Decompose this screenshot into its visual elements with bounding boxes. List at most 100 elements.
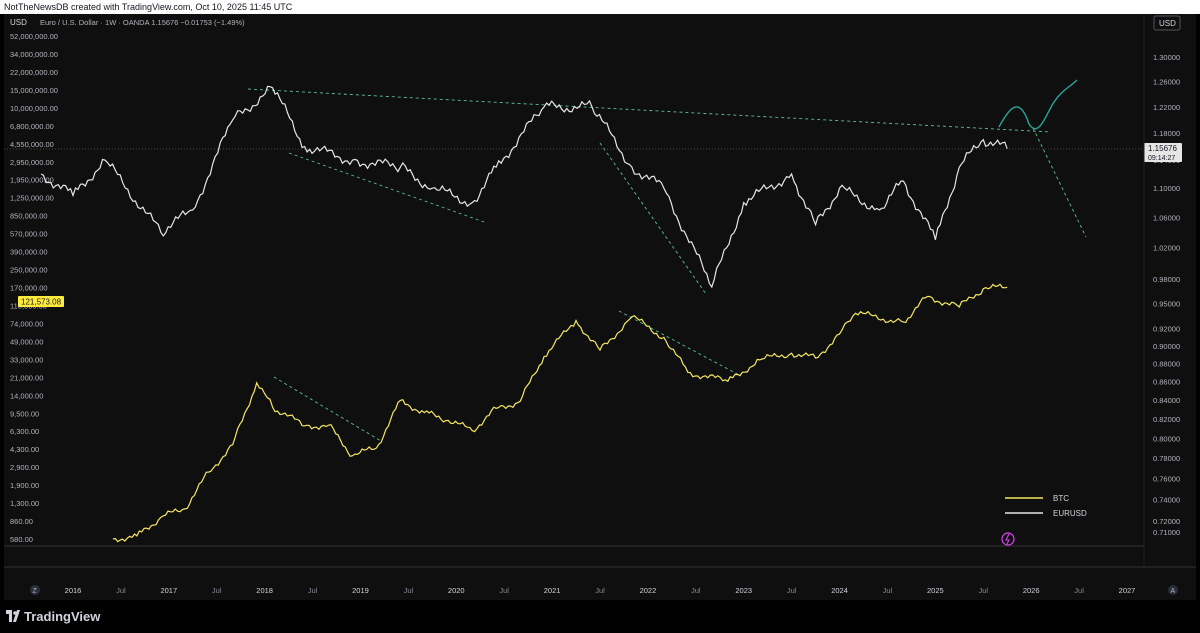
trendline-top[interactable] [247, 88, 1052, 133]
x-axis-tick-label: Jul [116, 586, 126, 595]
left-axis-tick-label: 1,250,000.00 [10, 194, 54, 203]
x-axis-tick-label: 2027 [1119, 586, 1136, 595]
trendline-btc-2022[interactable] [618, 310, 742, 377]
right-axis: 1.300001.260001.220001.180001.140001.100… [1153, 53, 1180, 537]
trendlines[interactable] [247, 88, 1087, 442]
right-axis-tick-label: 0.86000 [1153, 377, 1180, 386]
brand-name: TradingView [24, 609, 101, 624]
btc-series-line[interactable] [112, 283, 1008, 543]
right-axis-tick-label: 1.02000 [1153, 243, 1180, 252]
tradingview-logo-icon [6, 610, 20, 622]
left-axis-tick-label: 2,950,000.00 [10, 158, 54, 167]
x-axis-tick-label: Jul [499, 586, 509, 595]
left-axis-tick-label: 390,000.00 [10, 248, 48, 257]
right-axis-tick-label: 0.82000 [1153, 415, 1180, 424]
left-axis-tick-label: 74,000.00 [10, 319, 43, 328]
right-axis-tick-label: 0.90000 [1153, 342, 1180, 351]
right-axis-tick-label: 0.88000 [1153, 359, 1180, 368]
axis-right-button[interactable]: A [1171, 588, 1176, 595]
x-axis-tick-label: Jul [883, 586, 893, 595]
x-axis-tick-label: Jul [308, 586, 318, 595]
left-axis: 52,000,000.00 34,000,000.00 22,000,000.00 1… [10, 32, 58, 544]
x-axis-tick-label: Jul [978, 586, 988, 595]
x-axis-tick-label: 2016 [65, 586, 82, 595]
left-axis-tick-label: 170,000.00 [10, 284, 48, 293]
left-axis-tick-label: 52,000,000.00 [10, 32, 58, 41]
right-axis-tick-label: 0.95000 [1153, 299, 1180, 308]
x-axis-tick-label: 2021 [544, 586, 561, 595]
chart-panel[interactable]: USD Euro / U.S. Dollar · 1W · OANDA 1.15… [4, 14, 1196, 600]
right-axis-tick-label: 1.26000 [1153, 78, 1180, 87]
attribution-bar: NotTheNewsDB created with TradingView.co… [0, 0, 1200, 14]
right-axis-tick-label: 0.71000 [1153, 528, 1180, 537]
x-axis-tick-label: 2020 [448, 586, 465, 595]
trendline-2026-down[interactable] [1032, 127, 1087, 238]
x-axis-tick-label: 2018 [256, 586, 273, 595]
axis-left-button[interactable]: Z [33, 588, 38, 595]
left-axis-tick-label: 580.00 [10, 535, 33, 544]
right-axis-tick-label: 0.98000 [1153, 275, 1180, 284]
axis-left-button-circle[interactable] [30, 585, 40, 595]
x-axis-tick-label: Jul [595, 586, 605, 595]
right-axis-tick-label: 1.10000 [1153, 184, 1180, 193]
eurusd-price-badge-bg [1144, 143, 1182, 162]
right-axis-tick-label: 0.78000 [1153, 454, 1180, 463]
x-axis-tick-label: 2019 [352, 586, 369, 595]
right-axis-tick-label: 0.72000 [1153, 517, 1180, 526]
left-axis-tick-label: 49,000.00 [10, 337, 43, 346]
left-axis-tick-label: 21,000.00 [10, 373, 43, 382]
trendline-2021-2022[interactable] [599, 142, 707, 295]
x-axis-tick-label: Jul [404, 586, 414, 595]
right-axis-tick-label: 1.22000 [1153, 103, 1180, 112]
trendline-2018-2020[interactable] [288, 152, 488, 224]
legend-eurusd-label[interactable]: EURUSD [1053, 509, 1087, 518]
x-axis-tick-label: 2024 [831, 586, 848, 595]
countdown-label: 09:14:27 [1148, 155, 1175, 162]
left-axis-tick-label: 34,000,000.00 [10, 50, 58, 59]
left-axis-tick-label: 860.00 [10, 517, 33, 526]
eurusd-price-badge: 1.15676 [1148, 144, 1177, 153]
currency-right-label[interactable]: USD [1159, 19, 1176, 28]
left-axis-tick-label: 4,300.00 [10, 445, 39, 454]
left-axis-tick-label: 10,000,000.00 [10, 104, 58, 113]
right-axis-tick-label: 1.06000 [1153, 213, 1180, 222]
x-axis-tick-label: Jul [787, 586, 797, 595]
lightning-icon[interactable] [1001, 532, 1015, 546]
left-axis-tick-label: 2,900.00 [10, 463, 39, 472]
eurusd-series-line[interactable] [40, 85, 1008, 289]
left-axis-tick-label: 14,000.00 [10, 391, 43, 400]
currency-right-box[interactable] [1153, 15, 1181, 31]
right-axis-tick-label: 0.76000 [1153, 475, 1180, 484]
footer [0, 600, 1200, 633]
right-axis-tick-label: 0.84000 [1153, 396, 1180, 405]
left-axis-tick-label: 9,500.00 [10, 409, 39, 418]
right-axis-tick-label: 0.74000 [1153, 495, 1180, 504]
right-axis-tick-label: 0.92000 [1153, 325, 1180, 334]
legend-btc-label[interactable]: BTC [1053, 494, 1069, 503]
x-axis-tick-label: Jul [1074, 586, 1084, 595]
btc-price-badge-bg [18, 296, 64, 307]
btc-price-badge: 121,573.08 [21, 298, 62, 307]
x-axis-tick-label: 2022 [640, 586, 657, 595]
legend[interactable]: BTC EURUSD [1005, 494, 1087, 518]
symbol-info[interactable]: Euro / U.S. Dollar · 1W · OANDA 1.15676 … [40, 18, 245, 27]
left-axis-tick-label: 250,000.00 [10, 266, 48, 275]
left-axis-tick-label: 850,000.00 [10, 212, 48, 221]
trendline-btc-2018[interactable] [273, 376, 382, 442]
left-axis-tick-label: 22,000,000.00 [10, 68, 58, 77]
right-axis-tick-label: 1.18000 [1153, 129, 1180, 138]
left-axis-tick-label: 6,800,000.00 [10, 122, 54, 131]
chart-svg[interactable]: USD Euro / U.S. Dollar · 1W · OANDA 1.15… [4, 14, 1196, 600]
projection-path[interactable] [998, 79, 1078, 130]
attribution-text: NotTheNewsDB created with TradingView.co… [4, 2, 293, 12]
right-axis-tick-label: 0.80000 [1153, 434, 1180, 443]
axis-right-button-circle[interactable] [1168, 585, 1178, 595]
x-axis-tick-label: 2026 [1023, 586, 1040, 595]
currency-left-label[interactable]: USD [10, 18, 27, 27]
left-axis-tick-label: 6,300.00 [10, 427, 39, 436]
left-axis-tick-label: 1,300.00 [10, 499, 39, 508]
x-axis-tick-label: 2023 [735, 586, 752, 595]
right-axis-tick-label: 1.30000 [1153, 53, 1180, 62]
x-axis-tick-label: 2025 [927, 586, 944, 595]
time-axis[interactable]: 2016 Jul 2017 Jul 2018 Jul 2019 Jul 2020 Jul 2021 J… [65, 586, 1136, 595]
